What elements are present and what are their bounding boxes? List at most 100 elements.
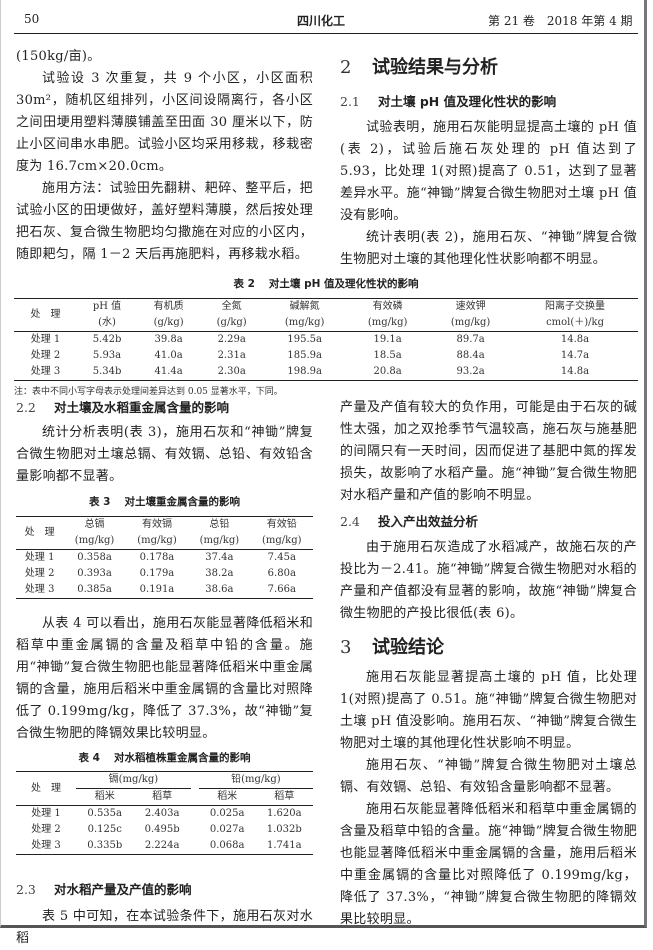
table-header-cell: 稻米 [217,791,238,802]
table-group-header: 铅(mg/kg) [198,771,313,789]
table-cell: 2.29a [217,334,246,345]
table-header-cell: 处 理 [31,782,61,794]
table-cell: 14.7a [560,350,590,361]
table-cell: 2.30a [217,366,246,377]
table-cell: 0.385a [77,584,112,595]
table-cell: 41.0a [154,350,183,361]
table-cell: 7.45a [267,552,296,563]
right-column-top: 2 试验结果与分析 2.1 对土壤 pH 值及理化性状的影响 试验表明，施用石灰能明… [340,55,637,271]
table-cell: 1.741a [266,840,302,851]
table-header-cell: (mg/kg) [199,535,240,546]
table-cell: 19.1a [373,334,402,345]
table-caption: 表 2 对土壤 pH 值及理化性状的影响 [233,278,419,290]
table-cell: 18.5a [373,350,402,361]
table-spacer [191,822,199,838]
table-cell: 处理 1 [30,334,61,345]
table-row: 处理 3 0.335b 2.224a 0.068a 1.741a [16,838,313,855]
table-row: 处理 1 5.42b 39.8a 2.29a 195.5a 19.1a 89.7a 14.8a [14,332,638,349]
table-header-cell: cmol(＋)/kg [546,317,604,328]
table-header-cell: 全氮 [221,301,242,312]
paragraph: 统计表明(表 2)，施用石灰、“神锄”牌复合微生物肥对土壤的其他理化性状影响都不… [340,230,637,267]
table-cell: 处理 3 [30,366,61,377]
table-cell: 0.027a [209,824,245,835]
table-header-cell: 有效镉 [141,519,172,530]
table-header-cell: (mg/kg) [367,317,408,328]
table-cell: 6.80a [267,568,296,579]
paragraph: 统计分析表明(表 3)，施用石灰和“神锄”牌复合微生物肥对土壤总镉、有效镉、总铅… [16,425,313,484]
table-row: 处理 1 0.535a 2.403a 0.025a 1.620a [16,806,313,823]
paragraph: 施用石灰、“神锄”牌复合微生物肥对土壤总镉、有效镉、总铅、有效铅含量影响都不显著… [340,758,637,795]
table-header-cell: 有机质 [153,301,184,312]
table-cell: 处理 1 [31,808,61,819]
journal-name: 四川化工 [297,14,346,28]
table-cell: 0.125c [87,824,122,835]
table-header-cell: (mg/kg) [262,535,302,546]
table-header-cell: 稻草 [152,791,173,802]
table-header-cell: (mg/kg) [284,317,325,328]
paragraph: 表 5 中可知，在本试验条件下，施用石灰对水稻 [16,909,313,946]
right-column-bottom: 产量及产值有较大的负作用，可能是由于石灰的碱性太强，加之双抢季节气温较高，施石灰… [340,397,637,931]
paragraph: 试验表明，施用石灰能明显提高土壤的 pH 值(表 2)，试验后施石灰处理的 pH… [340,120,637,223]
table-cell: 2.31a [217,350,246,361]
table-cell: 处理 2 [30,350,61,361]
table-header-cell: (mg/kg) [137,535,177,546]
paragraph: 产量及产值有较大的负作用，可能是由于石灰的碱性太强，加之双抢季节气温较高，施石灰… [340,400,637,503]
table-cell: 5.34b [92,366,122,377]
header-rule [14,33,638,34]
table-cell: 0.025a [209,808,245,819]
table-cell: 处理 2 [24,568,55,579]
table-2-grid: 处 理 pH 值 有机质 全氮 碱解氮 有效磷 速效钾 阳离子交换量 (水) (g/kg) (g/k… [14,298,638,381]
table-cell: 5.42b [92,334,122,345]
table-2: 表 2 对土壤 pH 值及理化性状的影响 处 理 pH 值 有机质 全氮 碱解氮 有效磷 速效… [14,276,638,397]
table-header-cell: 阳离子交换量 [545,301,606,312]
table-cell: 89.7a [456,334,485,345]
table-header-cell: 总铅 [209,519,230,530]
table-header-cell: (mg/kg) [450,317,491,328]
table-cell: 0.179a [139,568,175,579]
paragraph: 从表 4 可以看出，施用石灰能显著降低稻米和稻草中重金属镉的含量及稻草中铅的含量… [16,616,313,741]
table-cell: 处理 3 [24,584,55,595]
table-header-cell: (g/kg) [153,317,184,328]
subsection-heading: 2.4 投入产出效益分析 [340,514,479,529]
table-row: 处理 2 0.125c 0.495b 0.027a 1.032b [16,822,313,838]
table-row: 处理 2 0.393a 0.179a 38.2a 6.80a [16,566,313,582]
table-cell: 88.4a [456,350,485,361]
table-3-grid: 处 理总镉 有效镉 总铅 有效铅 (mg/kg) (mg/kg) (mg/kg) (mg/kg… [16,516,313,599]
table-header-cell: 有效磷 [372,301,403,312]
table-cell: 93.2a [456,366,485,377]
table-header-row: (水) (g/kg) (g/kg) (mg/kg) (mg/kg) (mg/kg) cmol… [14,315,638,332]
table-spacer [191,838,199,855]
table-header-cell: 稻草 [274,791,295,802]
table-cell: 1.620a [266,808,302,819]
table-cell: 198.9a [287,366,322,377]
issue-info: 第 21 卷 2018 年第 4 期 [488,14,633,28]
table-cell: 处理 2 [31,824,61,835]
table-cell: 0.358a [77,552,112,563]
table-cell: 2.403a [144,808,180,819]
table-header-cell: 处 理 [30,309,61,320]
paragraph: 施用石灰能显著降低稻米和稻草中重金属镉的含量及稻草中铅的含量。施“神锄”牌复合微… [340,802,637,927]
table-cell: 5.93a [92,350,122,361]
section-heading: 2 试验结果与分析 [340,57,498,78]
section-heading: 3 试验结论 [340,637,444,658]
table-cell: 38.6a [205,584,234,595]
table-header-row: 处 理 总镉 有效镉 总铅 有效铅 [16,517,313,538]
table-row: 处理 1 0.358a 0.178a 37.4a 7.45a [16,550,313,567]
table-header-row: (mg/kg) (mg/kg) (mg/kg) (mg/kg) [16,533,313,550]
subsection-heading: 2.1 对土壤 pH 值及理化性状的影响 [340,94,557,109]
table-header-cell: 总镉 [84,519,105,530]
table-cell: 7.66a [267,584,296,595]
table-cell: 0.393a [77,568,112,579]
table-4-grid: 处 理 镉(mg/kg) 铅(mg/kg) 稻米 稻草 稻米 稻草 处理 1 0.… [16,771,313,855]
table-header-cell: (g/kg) [216,317,247,328]
table-cell: 14.8a [560,366,590,377]
table-header-cell: 有效铅 [266,519,297,530]
table-row: 处理 3 0.385a 0.191a 38.6a 7.66a [16,582,313,599]
paragraph: (150kg/亩)。 [16,49,101,64]
table-header-cell: 处 理 [24,527,55,538]
table-cell: 处理 1 [24,552,55,563]
page-number: 50 [24,12,40,26]
table-cell: 39.8a [154,334,183,345]
paragraph: 试验设 3 次重复，共 9 个小区，小区面积 30m²，随机区组排列，小区间设隔… [16,71,313,174]
table-cell: 38.2a [205,568,234,579]
